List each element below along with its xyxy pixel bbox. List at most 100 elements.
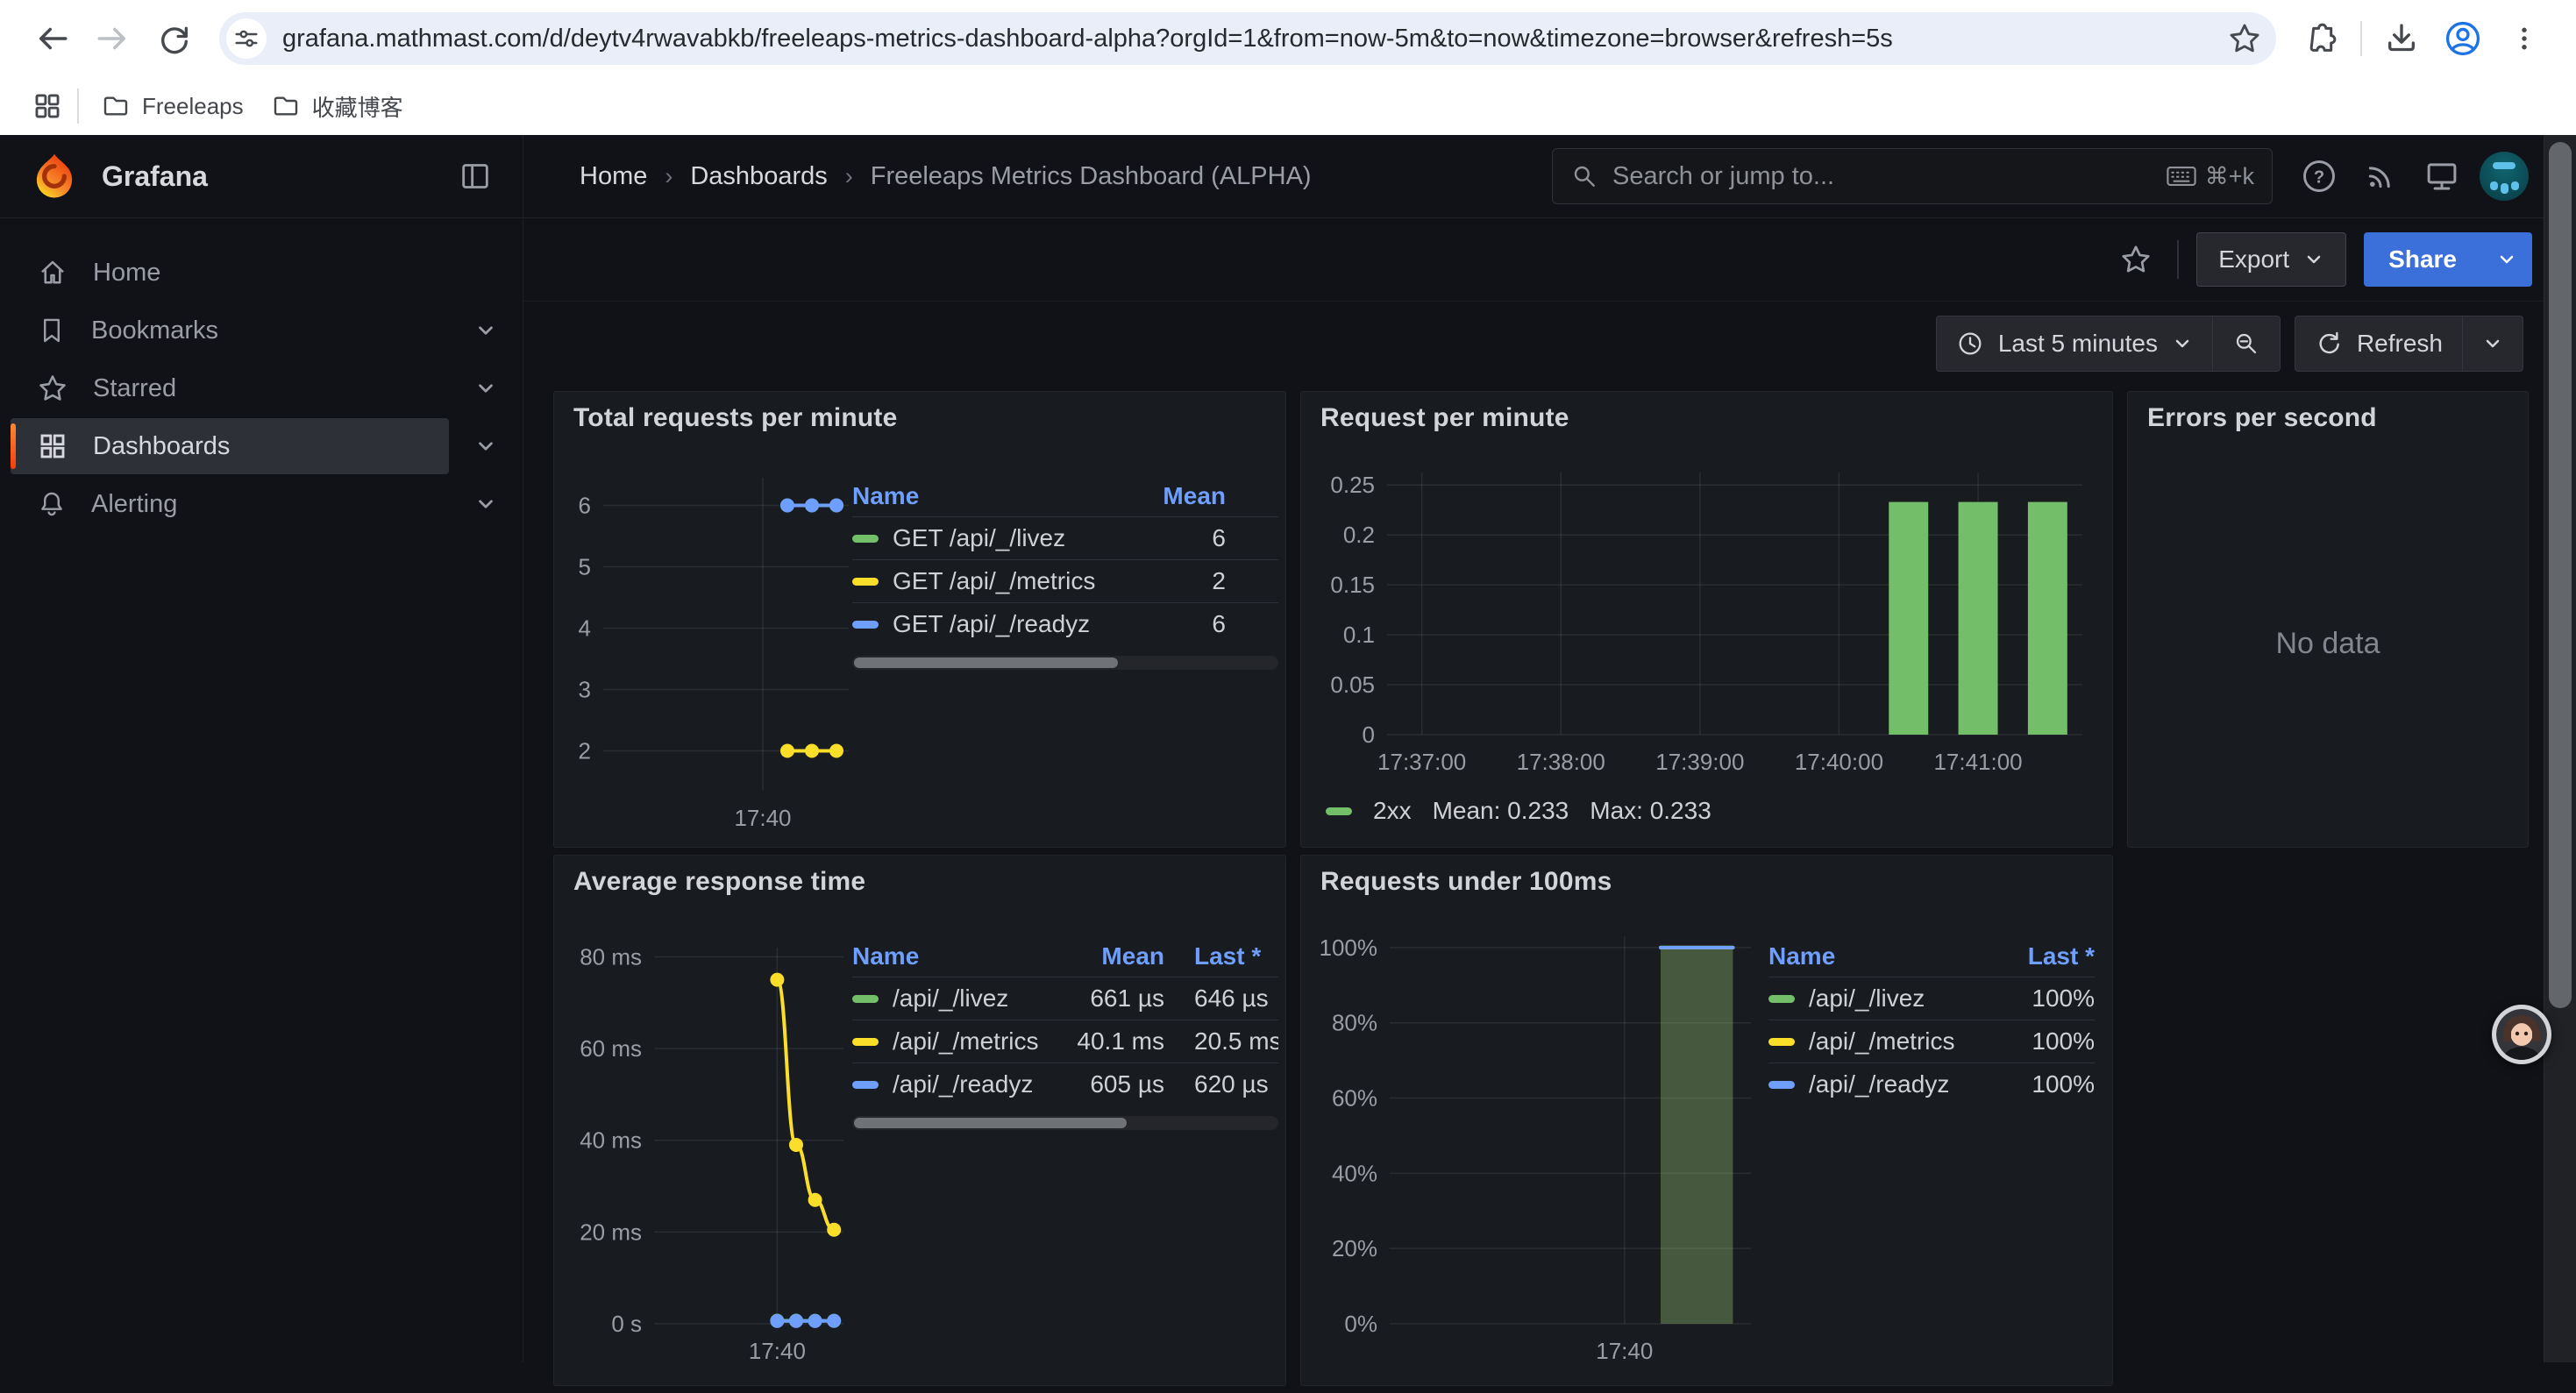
legend-row[interactable]: GET /api/_/readyz 6 xyxy=(852,602,1278,645)
sidebar-item-starred[interactable]: Starred xyxy=(11,360,449,416)
page-scrollbar[interactable] xyxy=(2544,135,2576,1362)
refresh-icon xyxy=(2315,330,2343,358)
panel-title[interactable]: Request per minute xyxy=(1320,403,1569,433)
export-button[interactable]: Export xyxy=(2196,232,2346,287)
bookmark-item-blogs[interactable]: 收藏博客 xyxy=(258,87,417,126)
legend-col-name[interactable]: Name xyxy=(852,942,1050,970)
grafana-logo-icon[interactable] xyxy=(30,152,79,201)
profile-icon[interactable] xyxy=(2437,13,2488,64)
chevron-down-icon[interactable] xyxy=(449,319,523,342)
share-button[interactable]: Share xyxy=(2364,232,2481,287)
panel-title[interactable]: Errors per second xyxy=(2147,403,2377,433)
legend-row[interactable]: /api/_/readyz 100% xyxy=(1768,1063,2095,1105)
legend-row[interactable]: /api/_/livez 661 µs 646 µs xyxy=(852,977,1278,1020)
panel-average-response-time: Average response time 0 s20 ms40 ms60 ms… xyxy=(553,855,1286,1386)
forward-icon[interactable] xyxy=(88,13,139,64)
legend-row[interactable]: /api/_/metrics 40.1 ms 20.5 ms xyxy=(852,1020,1278,1063)
breadcrumb-separator: › xyxy=(665,163,672,190)
kebab-menu-icon[interactable] xyxy=(2499,13,2550,64)
bar-chart[interactable]: 00.050.10.150.20.2517:37:0017:38:0017:39… xyxy=(1313,466,2091,785)
sidebar-brand: Grafana xyxy=(0,135,523,218)
svg-text:0.1: 0.1 xyxy=(1343,622,1375,648)
legend-row[interactable]: /api/_/readyz 605 µs 620 µs xyxy=(852,1063,1278,1105)
zoom-out-button[interactable] xyxy=(2213,316,2280,371)
reload-icon[interactable] xyxy=(149,13,200,64)
svg-text:17:39:00: 17:39:00 xyxy=(1655,749,1744,775)
panel-title[interactable]: Total requests per minute xyxy=(573,403,898,433)
legend-table: Name Mean Last * /api/_/livez 661 µs 646… xyxy=(852,936,1278,1130)
series-chip xyxy=(852,621,879,629)
site-info-icon[interactable] xyxy=(226,18,267,59)
assistant-avatar[interactable] xyxy=(2492,1005,2551,1064)
svg-text:40 ms: 40 ms xyxy=(580,1127,642,1154)
svg-text:0.05: 0.05 xyxy=(1330,672,1375,698)
time-range-picker[interactable]: Last 5 minutes xyxy=(1937,316,2212,371)
legend-max: Max: 0.233 xyxy=(1590,797,1711,825)
legend-row[interactable]: /api/_/livez 100% xyxy=(1768,977,2095,1020)
legend-row[interactable]: GET /api/_/metrics 2 xyxy=(852,559,1278,602)
legend-col-name[interactable]: Name xyxy=(852,482,1112,510)
browser-chrome: grafana.mathmast.com/d/deytv4rwavabkb/fr… xyxy=(0,0,2576,135)
help-icon[interactable]: ? xyxy=(2295,153,2343,200)
svg-text:17:40: 17:40 xyxy=(1596,1338,1653,1364)
extensions-icon[interactable] xyxy=(2295,13,2346,64)
chevron-down-icon xyxy=(2496,249,2517,270)
legend-col-last[interactable]: Last * xyxy=(1164,942,1278,970)
panel-title[interactable]: Average response time xyxy=(573,867,865,897)
chevron-down-icon[interactable] xyxy=(449,435,523,458)
download-icon[interactable] xyxy=(2376,13,2427,64)
legend-row[interactable]: /api/_/metrics 100% xyxy=(1768,1020,2095,1063)
timeseries-chart[interactable]: 2345617:40 xyxy=(563,467,854,840)
chevron-down-icon[interactable] xyxy=(449,377,523,400)
panel-request-per-minute: Request per minute 00.050.10.150.20.2517… xyxy=(1300,391,2113,848)
timeseries-chart[interactable]: 0 s20 ms40 ms60 ms80 ms17:40 xyxy=(563,936,854,1375)
sidebar-item-home[interactable]: Home xyxy=(11,245,449,301)
url-text: grafana.mathmast.com/d/deytv4rwavabkb/fr… xyxy=(282,25,2227,53)
legend-line[interactable]: 2xx Mean: 0.233 Max: 0.233 xyxy=(1326,797,1711,825)
area-chart[interactable]: 0%20%40%60%80%100%17:40 xyxy=(1310,931,1761,1375)
search-input[interactable]: Search or jump to... ⌘+k xyxy=(1552,148,2273,204)
chevron-down-icon[interactable] xyxy=(449,493,523,515)
scrollbar-thumb[interactable] xyxy=(2549,142,2572,1008)
header-icons: ? xyxy=(2295,152,2529,201)
monitor-icon[interactable] xyxy=(2418,153,2466,200)
dashboard-row-1: Total requests per minute 2345617:40 Nam… xyxy=(553,391,2523,848)
breadcrumb-separator: › xyxy=(845,163,853,190)
breadcrumb-home[interactable]: Home xyxy=(580,162,647,191)
news-rss-icon[interactable] xyxy=(2357,153,2404,200)
dashboard-row-2: Average response time 0 s20 ms40 ms60 ms… xyxy=(553,855,2523,1386)
panel-total-requests: Total requests per minute 2345617:40 Nam… xyxy=(553,391,1286,848)
refresh-button[interactable]: Refresh xyxy=(2295,316,2462,371)
legend-col-last[interactable]: Last * xyxy=(1972,942,2095,970)
breadcrumb-dashboards[interactable]: Dashboards xyxy=(690,162,827,191)
svg-text:60 ms: 60 ms xyxy=(580,1035,642,1062)
panel-title[interactable]: Requests under 100ms xyxy=(1320,867,1612,897)
legend-hscrollbar[interactable] xyxy=(852,656,1278,670)
bookmark-item-freeleaps[interactable]: Freeleaps xyxy=(88,89,258,124)
refresh-group: Refresh xyxy=(2295,316,2523,372)
user-avatar[interactable] xyxy=(2480,152,2529,201)
back-icon[interactable] xyxy=(26,13,77,64)
legend-hscrollbar[interactable] xyxy=(852,1116,1278,1130)
time-range-label: Last 5 minutes xyxy=(1998,330,2158,358)
bookmark-star-icon[interactable] xyxy=(2227,21,2262,56)
main-area: Home › Dashboards › Freeleaps Metrics Da… xyxy=(523,135,2576,1362)
sidebar-item-alerting[interactable]: Alerting xyxy=(11,476,449,532)
breadcrumb: Home › Dashboards › Freeleaps Metrics Da… xyxy=(580,162,1312,191)
legend-col-mean[interactable]: Mean xyxy=(1112,482,1226,510)
share-menu-button[interactable] xyxy=(2481,232,2532,287)
legend-col-mean[interactable]: Mean xyxy=(1050,942,1164,970)
sidebar-item-bookmarks[interactable]: Bookmarks xyxy=(11,302,449,359)
favorite-star-icon[interactable] xyxy=(2112,236,2160,283)
grafana-app: Grafana Home Bookmarks xyxy=(0,135,2576,1362)
dock-toggle-icon[interactable] xyxy=(458,159,493,194)
search-placeholder: Search or jump to... xyxy=(1612,162,2153,191)
refresh-interval-button[interactable] xyxy=(2463,316,2523,371)
sidebar-item-dashboards[interactable]: Dashboards xyxy=(11,418,449,474)
legend-row[interactable]: GET /api/_/livez 6 xyxy=(852,516,1278,559)
apps-grid-icon xyxy=(37,430,68,462)
url-bar[interactable]: grafana.mathmast.com/d/deytv4rwavabkb/fr… xyxy=(219,12,2276,65)
legend-col-name[interactable]: Name xyxy=(1768,942,1972,970)
apps-grid-icon[interactable] xyxy=(26,85,68,127)
sidebar-item-label: Starred xyxy=(93,374,176,403)
